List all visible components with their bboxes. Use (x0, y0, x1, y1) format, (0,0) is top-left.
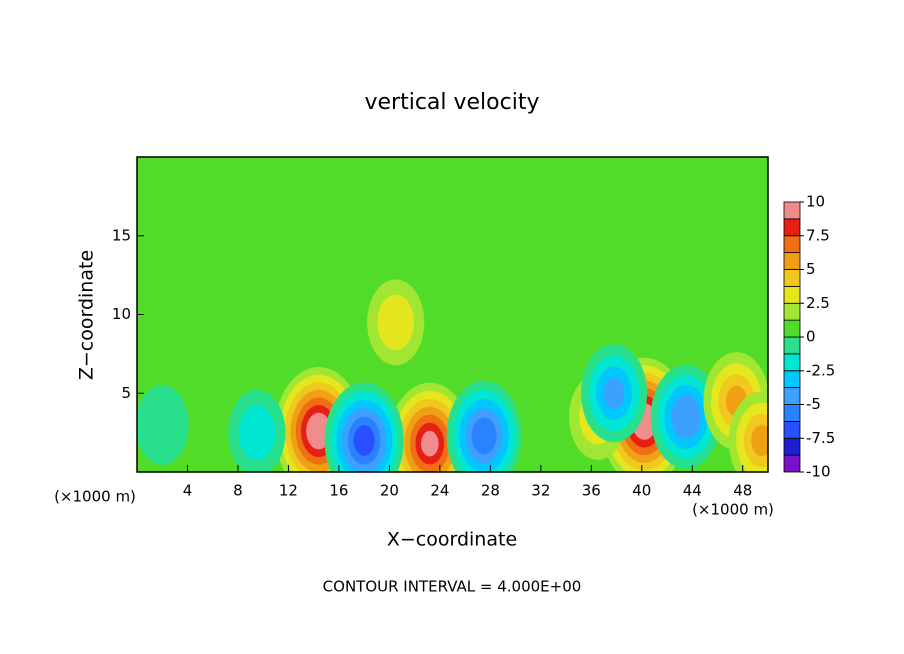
field-cell (377, 294, 415, 351)
field-cell (603, 377, 625, 409)
x-tick-label: 24 (430, 482, 449, 500)
colorbar-cell (783, 353, 801, 372)
colorbar-cell (783, 319, 801, 338)
field-cell (671, 394, 701, 439)
field (137, 157, 768, 472)
y-tick-label: 10 (112, 305, 131, 323)
colorbar-cell (783, 404, 801, 422)
field-cell (471, 417, 497, 455)
x-tick-label: 28 (481, 482, 500, 500)
colorbar-cell (783, 336, 801, 355)
y-tick-label: 5 (121, 384, 131, 402)
colorbar-label: 2.5 (806, 294, 830, 312)
field-cell (751, 424, 768, 457)
x-unit: (×1000 m) (692, 501, 774, 519)
x-axis-title: X−coordinate (387, 529, 517, 551)
colorbar-label: 10 (806, 193, 825, 211)
colorbar-label: 7.5 (806, 226, 830, 244)
x-tick-label: 44 (683, 482, 702, 500)
y-tick-label: 15 (112, 226, 131, 244)
colorbar-cell (783, 235, 801, 254)
footer: CONTOUR INTERVAL = 4.000E+00 (323, 578, 582, 596)
colorbar-cell (783, 269, 801, 287)
colorbar-cell (783, 302, 801, 321)
field-cell (420, 430, 439, 457)
colorbar-label: -2.5 (806, 361, 835, 379)
x-unit: (×1000 m) (54, 488, 136, 506)
colorbar-label: 0 (806, 328, 816, 346)
field-cell (311, 420, 327, 442)
colorbar-cell (783, 252, 801, 270)
colorbar-cell (783, 201, 801, 220)
x-tick-label: 36 (582, 482, 601, 500)
x-tick-label: 20 (380, 482, 399, 500)
colorbar-cell (783, 285, 801, 304)
x-tick-label: 40 (632, 482, 651, 500)
colorbar-label: 5 (806, 260, 816, 278)
field-cell (353, 425, 375, 456)
x-tick-label: 48 (733, 482, 752, 500)
field-cell (238, 404, 276, 461)
colorbar-cell (783, 420, 801, 439)
colorbar-cell (783, 437, 801, 456)
colorbar-label: -10 (806, 463, 831, 481)
x-tick-label: 8 (233, 482, 243, 500)
field-cell (137, 384, 189, 465)
colorbar-cell (783, 370, 801, 389)
chart-title: vertical velocity (364, 90, 539, 115)
x-tick-label: 16 (329, 482, 348, 500)
y-axis-title: Z−coordinate (76, 250, 98, 380)
colorbar-cell (783, 218, 801, 237)
x-tick-label: 4 (183, 482, 193, 500)
colorbar-label: -7.5 (806, 429, 835, 447)
colorbar-cell (783, 454, 801, 473)
colorbar-cell (783, 387, 801, 405)
colorbar-label: -5 (806, 395, 821, 413)
x-tick-label: 12 (279, 482, 298, 500)
x-tick-label: 32 (531, 482, 550, 500)
